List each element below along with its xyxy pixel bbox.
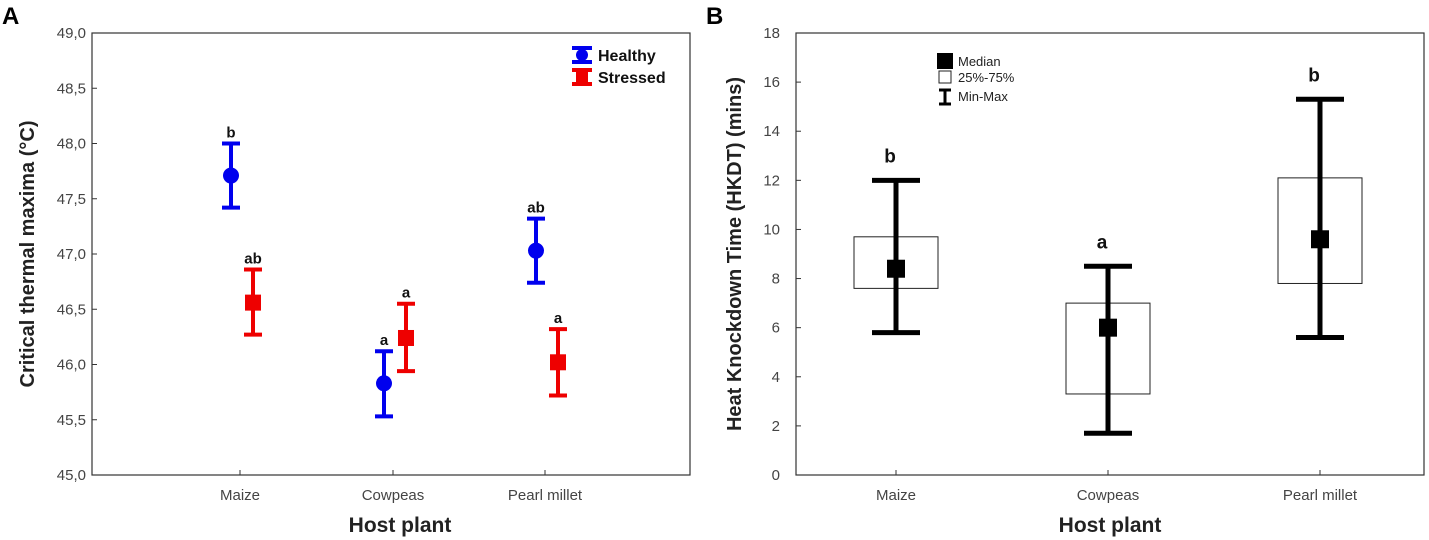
panel-a-mean-square — [550, 354, 566, 371]
panel-b-box-group: a — [1065, 232, 1151, 436]
panel-b-median-square — [1311, 230, 1329, 249]
panel-a-y-tick-label: 49,0 — [57, 25, 86, 42]
panel-a-y-tick-label: 46,5 — [57, 301, 86, 318]
panel-a-legend-circle — [576, 49, 588, 61]
panel-a-x-tick-label: Maize — [220, 487, 260, 504]
panel-a-stressed-point-group: a — [397, 285, 415, 374]
panel-b-significance-label: b — [1308, 65, 1320, 86]
panel-b-y-tick-label: 2 — [772, 418, 780, 435]
panel-b-x-tick-label: Cowpeas — [1077, 487, 1140, 504]
panel-b-legend-median-square — [937, 53, 953, 69]
panel-b-box-group: b — [1277, 65, 1363, 340]
panel-b-legend-item-median: Median — [937, 53, 1001, 69]
panel-a-x-tick-label: Cowpeas — [362, 487, 425, 504]
panel-b-y-tick-label: 12 — [763, 172, 780, 189]
panel-b-legend-label: 25%-75% — [958, 70, 1015, 85]
panel-b-y-tick-label: 0 — [772, 467, 780, 484]
panel-a-healthy-point-group: ab — [527, 200, 545, 285]
panel-a-y-tick-label: 46,0 — [57, 357, 86, 374]
panel-b-legend-item-minmax: Min-Max — [939, 88, 1008, 106]
panel-b-legend-label: Median — [958, 54, 1001, 69]
panel-a-marks: b a ab ab a a — [222, 125, 567, 419]
panel-b-y-tick-label: 10 — [763, 221, 780, 238]
panel-a-y-tick-label: 48,5 — [57, 80, 86, 97]
panel-a-significance-label: a — [402, 285, 411, 302]
panel-b-marks: b a b — [853, 65, 1363, 436]
panel-b-box-group: b — [853, 146, 939, 336]
panel-b-y-tick-label: 16 — [763, 74, 780, 91]
panel-b-y-tick-label: 6 — [772, 320, 780, 337]
panel-a-significance-label: a — [554, 310, 563, 327]
panel-b-significance-label: a — [1097, 232, 1108, 253]
panel-a-healthy-point-group: a — [375, 332, 393, 419]
panel-b-legend-iqr-square — [938, 70, 952, 84]
panel-a-mean-circle — [528, 242, 544, 259]
panel-a-y-tick-label: 47,5 — [57, 191, 86, 208]
panel-a-mean-square — [245, 294, 261, 311]
panel-b-median-square — [887, 259, 905, 278]
panel-b-y-tick-label: 8 — [772, 271, 780, 288]
panel-a-legend: Healthy Stressed — [572, 46, 666, 87]
panel-a-y-ticks: 45,0 45,5 46,0 46,5 47,0 47,5 48,0 48,5 49,0 — [57, 25, 97, 484]
panel-a-y-tick-label: 45,0 — [57, 467, 86, 484]
panel-b-significance-label: b — [884, 146, 896, 167]
panel-b: B 0 2 4 6 8 10 12 14 16 18 Maize Cowpeas Pearl mill… — [706, 3, 1425, 537]
panel-a-significance-label: ab — [527, 200, 545, 217]
panel-a-stressed-point-group: a — [549, 310, 567, 398]
panel-b-plot-frame — [795, 32, 1425, 476]
panel-b-y-axis-label: Heat Knockdown Time (HKDT) (mins) — [724, 77, 746, 431]
panel-b-y-tick-label: 18 — [763, 25, 780, 42]
panel-a-letter: A — [2, 3, 19, 30]
panel-a-y-tick-label: 48,0 — [57, 136, 86, 153]
panel-a-y-tick-label: 45,5 — [57, 412, 86, 429]
panel-a-significance-label: ab — [244, 250, 262, 267]
panel-a: A 45,0 45,5 46,0 46,5 47,0 47,5 48,0 48,5 49,0 M… — [2, 3, 691, 537]
panel-b-x-ticks: Maize Cowpeas Pearl millet — [876, 470, 1358, 504]
panel-b-legend-label: Min-Max — [958, 89, 1008, 104]
panel-b-y-tick-label: 14 — [763, 123, 780, 140]
panel-a-legend-label: Healthy — [598, 48, 656, 65]
panel-a-mean-circle — [376, 375, 392, 392]
panel-a-legend-item: Stressed — [572, 68, 666, 87]
panel-b-y-ticks: 0 2 4 6 8 10 12 14 16 18 — [763, 25, 801, 484]
panel-a-mean-square — [398, 329, 414, 346]
panel-a-legend-square — [576, 71, 588, 83]
panel-a-legend-item: Healthy — [572, 46, 656, 65]
panel-b-median-square — [1099, 318, 1117, 337]
panel-a-x-ticks: Maize Cowpeas Pearl millet — [220, 470, 583, 504]
panel-a-y-tick-label: 47,0 — [57, 246, 86, 263]
panel-a-significance-label: a — [380, 332, 389, 349]
panel-a-significance-label: b — [226, 125, 235, 142]
panel-b-y-tick-label: 4 — [772, 369, 780, 386]
panel-b-x-tick-label: Maize — [876, 487, 916, 504]
panel-a-y-axis-label: Critical thermal maxima (°C) — [17, 121, 39, 388]
panel-a-mean-circle — [223, 167, 239, 184]
panel-b-legend-item-iqr: 25%-75% — [938, 70, 1015, 85]
panel-a-x-tick-label: Pearl millet — [508, 487, 583, 504]
panel-a-stressed-point-group: ab — [244, 250, 262, 337]
panel-b-x-axis-label: Host plant — [1059, 514, 1162, 537]
panel-a-x-axis-label: Host plant — [349, 514, 452, 537]
panel-a-healthy-point-group: b — [222, 125, 240, 210]
panel-b-letter: B — [706, 3, 723, 30]
panel-a-legend-label: Stressed — [598, 70, 666, 87]
panel-b-x-tick-label: Pearl millet — [1283, 487, 1358, 504]
panel-a-plot-frame — [91, 32, 691, 476]
